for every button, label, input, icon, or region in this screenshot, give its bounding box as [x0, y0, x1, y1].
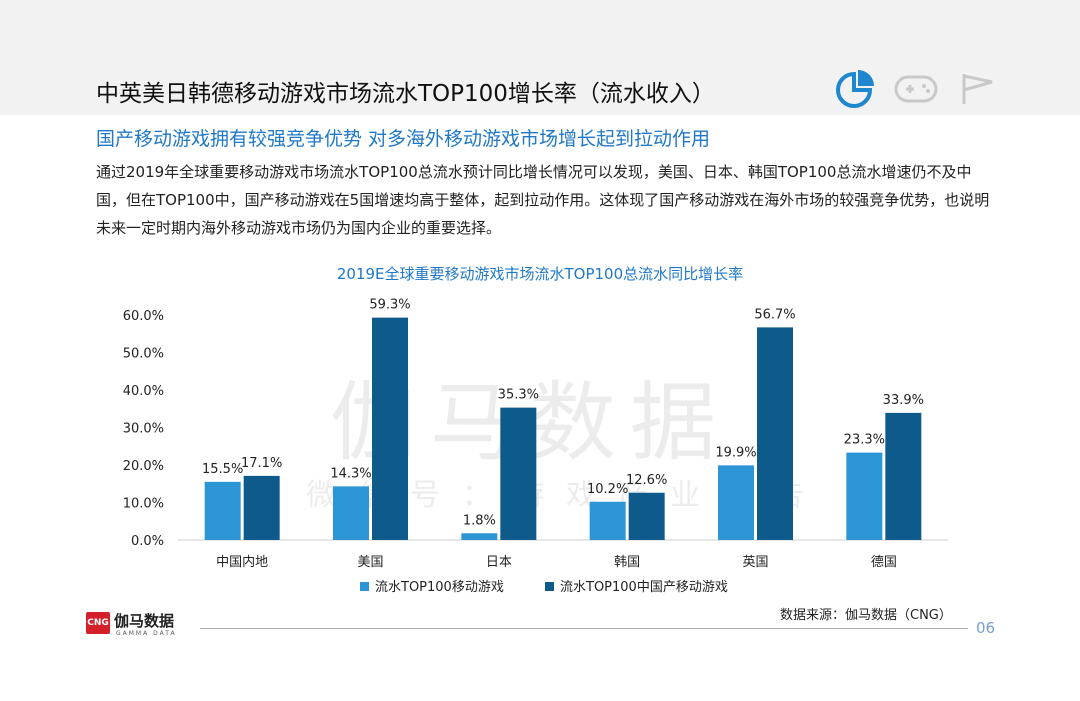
footer-divider	[200, 628, 968, 629]
data-label: 56.7%	[754, 307, 795, 322]
value-labels-group: 15.5%17.1% 14.3% 59.3% 1.8% 35.3% 10.2%12.6% 1…	[202, 298, 924, 529]
data-label: 12.6%	[626, 473, 667, 488]
data-label: 14.3%	[330, 466, 371, 481]
chart-title: 2019E全球重要移动游戏市场流水TOP100总流水同比增长率	[337, 265, 743, 283]
data-label: 15.5%	[202, 462, 243, 477]
body-paragraph: 通过2019年全球重要移动游戏市场流水TOP100总流水预计同比增长情况可以发现…	[96, 163, 990, 237]
logo-badge: CNG	[86, 612, 110, 634]
flag-icon[interactable]	[962, 74, 993, 104]
page-title: 中英美日韩德移动游戏市场流水TOP100增长率（流水收入）	[96, 81, 715, 107]
header-icons	[836, 70, 993, 108]
legend-label: 流水TOP100中国产移动游戏	[560, 580, 728, 595]
section-subtitle: 国产移动游戏拥有较强竞争优势 对多海外移动游戏市场增长起到拉动作用	[96, 128, 711, 150]
data-label: 17.1%	[241, 456, 282, 471]
category-label: 日本	[486, 555, 512, 570]
data-label: 1.8%	[463, 513, 496, 528]
y-tick-label: 30.0%	[123, 422, 164, 437]
bar	[589, 501, 626, 540]
category-labels-group: 中国内地 美国 日本 韩国 英国 德国	[216, 554, 897, 570]
data-label: 59.3%	[369, 298, 410, 313]
bar	[204, 481, 241, 540]
data-label: 23.3%	[844, 433, 885, 448]
company-logo: CNG 伽马数据 GAMMA DATA	[86, 610, 206, 640]
category-label: 英国	[742, 555, 768, 570]
page-number: 06	[976, 619, 996, 637]
bar	[757, 327, 793, 540]
bar	[500, 407, 537, 540]
y-tick-label: 50.0%	[123, 347, 164, 362]
bar	[718, 465, 754, 540]
y-tick-label: 0.0%	[131, 534, 164, 549]
y-tick-label: 40.0%	[123, 384, 164, 399]
data-label: 10.2%	[587, 482, 628, 497]
pie-chart-icon[interactable]	[836, 70, 874, 108]
gamepad-icon[interactable]	[894, 75, 938, 103]
data-source: 数据来源：伽马数据（CNG）	[780, 608, 952, 623]
bar	[461, 533, 498, 540]
bars-group	[204, 317, 922, 540]
bar	[846, 452, 883, 540]
data-label: 33.9%	[883, 393, 924, 408]
y-tick-label: 10.0%	[123, 497, 164, 512]
data-label: 19.9%	[715, 445, 756, 460]
bar	[333, 486, 369, 540]
logo-name: 伽马数据	[114, 612, 175, 630]
logo-subtitle: GAMMA DATA	[116, 630, 177, 637]
legend-label: 流水TOP100移动游戏	[375, 580, 504, 595]
bar	[628, 492, 665, 540]
bar	[372, 317, 408, 540]
data-label: 35.3%	[498, 388, 539, 403]
bar	[243, 475, 280, 540]
y-axis-ticks: 0.0% 10.0% 20.0% 30.0% 40.0% 50.0% 60.0%	[123, 309, 164, 549]
category-label: 美国	[357, 555, 383, 570]
y-tick-label: 20.0%	[123, 459, 164, 474]
legend-swatch	[360, 582, 369, 591]
category-label: 中国内地	[216, 554, 268, 570]
category-label: 韩国	[614, 555, 640, 570]
legend-swatch	[545, 582, 554, 591]
bar	[885, 412, 922, 540]
y-tick-label: 60.0%	[123, 309, 164, 324]
category-label: 德国	[871, 555, 897, 570]
legend: 流水TOP100移动游戏 流水TOP100中国产移动游戏	[360, 580, 728, 595]
